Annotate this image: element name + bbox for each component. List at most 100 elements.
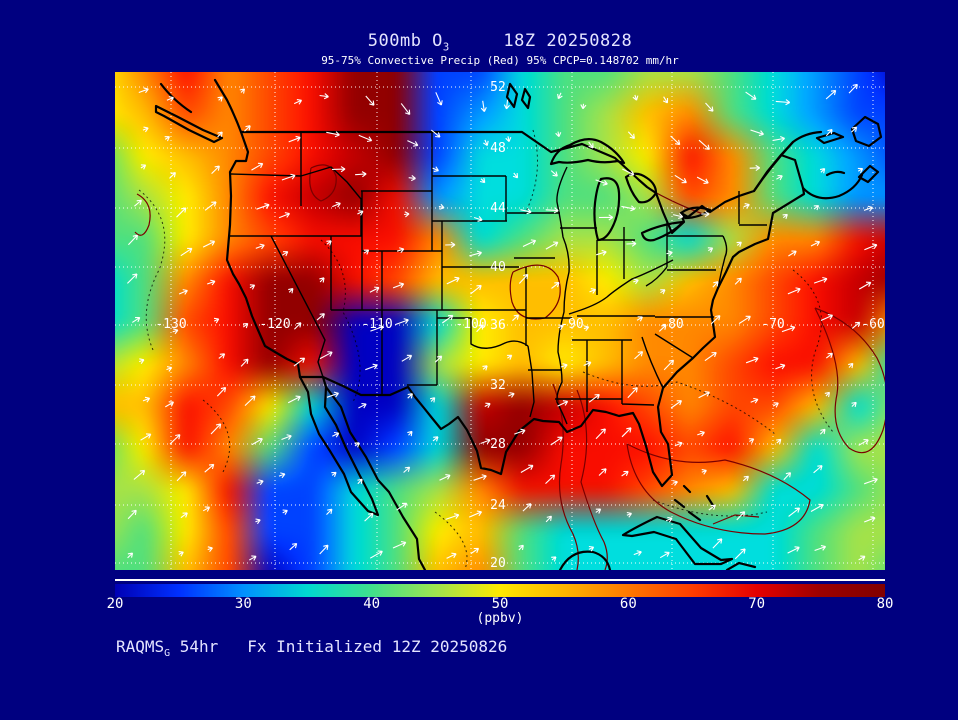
wind-arrow-icon bbox=[813, 205, 820, 211]
wind-arrow-icon bbox=[408, 175, 416, 182]
wind-arrow-icon bbox=[127, 509, 137, 520]
wind-arrow-icon bbox=[662, 96, 669, 104]
wind-arrow-icon bbox=[432, 166, 439, 172]
wind-arrow-icon bbox=[743, 203, 750, 209]
wind-arrow-icon bbox=[218, 353, 226, 359]
wind-arrow-icon bbox=[446, 552, 457, 559]
wind-arrow-icon bbox=[775, 438, 782, 445]
wind-arrow-icon bbox=[705, 102, 714, 112]
wind-arrow-icon bbox=[480, 100, 487, 113]
wind-arrow-icon bbox=[357, 478, 363, 485]
wind-arrow-icon bbox=[289, 542, 298, 551]
wind-arrow-icon bbox=[557, 400, 569, 407]
wind-arrow-icon bbox=[595, 179, 608, 186]
wind-arrow-icon bbox=[674, 441, 683, 448]
wind-arrow-icon bbox=[512, 172, 519, 179]
wind-arrow-icon bbox=[745, 356, 759, 364]
wind-arrow-icon bbox=[626, 511, 632, 518]
wind-arrow-icon bbox=[787, 287, 801, 295]
wind-arrow-icon bbox=[213, 317, 220, 324]
latitude-label: 36 bbox=[490, 318, 506, 333]
wind-arrow-icon bbox=[745, 91, 757, 100]
wind-arrow-icon bbox=[749, 164, 761, 172]
wind-arrow-icon bbox=[202, 506, 211, 512]
longitude-label: -100 bbox=[455, 317, 486, 332]
wind-arrow-icon bbox=[180, 247, 193, 257]
precip-contour bbox=[712, 514, 760, 525]
precip-contour bbox=[814, 307, 885, 454]
canada-east-coast bbox=[752, 115, 883, 200]
wind-arrow-icon bbox=[319, 544, 329, 555]
wind-arrow-icon bbox=[138, 87, 149, 94]
wind-arrow-icon bbox=[698, 391, 710, 399]
wind-arrow-icon bbox=[476, 324, 484, 333]
wind-arrow-icon bbox=[858, 281, 872, 290]
wind-arrow-icon bbox=[851, 321, 861, 329]
wind-arrow-icon bbox=[369, 550, 383, 559]
wind-arrow-icon bbox=[508, 392, 515, 398]
wind-arrow-icon bbox=[293, 99, 303, 105]
title-subscript: 3 bbox=[442, 41, 450, 54]
wind-arrow-icon bbox=[445, 241, 456, 248]
wind-arrow-icon bbox=[332, 201, 341, 208]
wind-arrow-icon bbox=[622, 168, 635, 176]
wind-arrow-icon bbox=[480, 438, 491, 445]
wind-arrow-icon bbox=[244, 125, 251, 132]
wind-arrow-icon bbox=[595, 508, 602, 514]
wind-arrow-icon bbox=[479, 177, 486, 184]
latitude-label: 24 bbox=[490, 498, 506, 513]
longitude-label: -90 bbox=[560, 317, 583, 332]
wind-arrow-icon bbox=[701, 468, 707, 475]
wind-arrow-icon bbox=[132, 317, 141, 323]
wind-arrow-icon bbox=[558, 324, 564, 331]
wind-arrow-icon bbox=[166, 366, 173, 372]
wind-arrow-icon bbox=[813, 276, 828, 284]
wind-arrow-icon bbox=[551, 556, 557, 562]
wind-arrow-icon bbox=[326, 391, 339, 398]
wind-arrow-icon bbox=[282, 251, 289, 257]
wind-arrow-icon bbox=[293, 357, 306, 367]
wind-arrow-icon bbox=[438, 203, 445, 210]
wind-arrow-icon bbox=[632, 94, 639, 101]
wind-arrow-icon bbox=[864, 477, 878, 485]
wind-arrow-icon bbox=[750, 129, 764, 137]
wind-arrow-icon bbox=[128, 234, 139, 246]
wind-arrow-icon bbox=[207, 546, 213, 553]
wind-arrow-icon bbox=[217, 131, 223, 138]
wind-arrow-icon bbox=[140, 164, 147, 170]
wind-arrow-icon bbox=[736, 511, 746, 521]
wind-arrow-icon bbox=[704, 351, 717, 362]
wind-arrow-icon bbox=[281, 173, 296, 181]
wind-arrow-icon bbox=[788, 250, 797, 257]
ozone-contour bbox=[434, 511, 468, 570]
colorbar-tick-label: 20 bbox=[106, 596, 124, 612]
wind-arrow-icon bbox=[469, 250, 482, 257]
wind-arrow-icon bbox=[658, 324, 667, 332]
longitude-label: -70 bbox=[761, 317, 784, 332]
ozone-concentration-field bbox=[115, 72, 885, 570]
colorbar-tick-label: 80 bbox=[876, 596, 894, 612]
wind-arrow-icon bbox=[819, 428, 826, 435]
wind-arrow-icon bbox=[545, 207, 559, 214]
wind-arrow-icon bbox=[506, 354, 513, 360]
wind-arrow-icon bbox=[621, 427, 632, 438]
model-init-caption: RAQMSG 54hr Fx Initialized 12Z 20250826 bbox=[116, 637, 507, 659]
canada-west-coast bbox=[154, 78, 532, 144]
wind-arrow-icon bbox=[319, 277, 325, 283]
wind-arrow-icon bbox=[621, 205, 636, 212]
wind-arrow-icon bbox=[858, 555, 866, 561]
wind-arrow-icon bbox=[782, 213, 788, 220]
wind-arrow-icon bbox=[550, 170, 558, 177]
wind-arrow-icon bbox=[736, 241, 742, 247]
wind-arrow-icon bbox=[627, 131, 635, 139]
wind-arrow-icon bbox=[819, 168, 826, 174]
wind-arrow-icon bbox=[697, 430, 705, 437]
precip-contour bbox=[552, 383, 579, 570]
longitude-label: -110 bbox=[361, 317, 392, 332]
wind-arrow-icon bbox=[545, 474, 556, 485]
wind-arrow-icon bbox=[470, 547, 480, 555]
wind-arrow-icon bbox=[319, 93, 329, 100]
latitude-label: 20 bbox=[490, 556, 506, 570]
ozone-contour bbox=[582, 371, 776, 435]
